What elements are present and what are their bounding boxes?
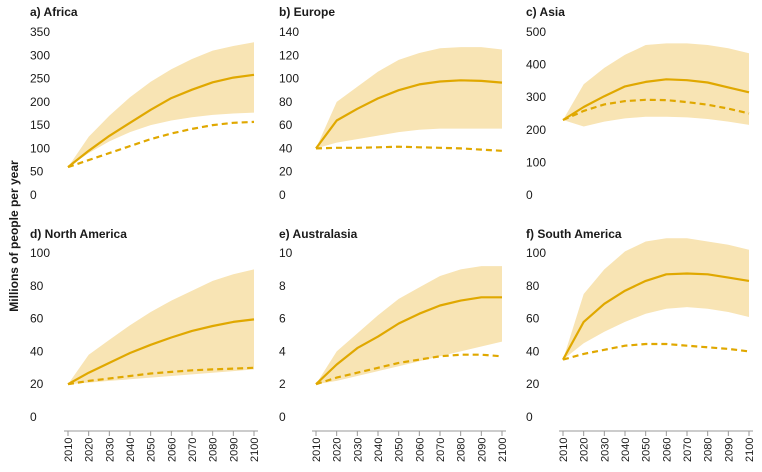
x-tick-label: 2050 bbox=[146, 438, 158, 462]
y-tick-label: 40 bbox=[279, 141, 293, 155]
y-tick-label: 0 bbox=[279, 188, 286, 202]
y-tick-label: 50 bbox=[30, 165, 44, 179]
y-tick-label: 150 bbox=[30, 118, 50, 132]
y-tick-label: 200 bbox=[30, 95, 50, 109]
x-tick-label: 2100 bbox=[744, 438, 756, 462]
series-line-dashed bbox=[67, 120, 255, 169]
x-tick-label: 2060 bbox=[414, 438, 426, 462]
y-tick-label: 6 bbox=[279, 312, 286, 326]
y-tick-label: 40 bbox=[30, 344, 44, 358]
x-tick-label: 2010 bbox=[558, 438, 570, 462]
x-tick-label: 2030 bbox=[352, 438, 364, 462]
y-tick-label: 350 bbox=[30, 25, 50, 39]
series-line-dashed bbox=[562, 98, 750, 122]
y-tick-label: 60 bbox=[279, 118, 293, 132]
y-tick-label: 100 bbox=[30, 141, 50, 155]
y-tick-label: 300 bbox=[30, 48, 50, 62]
uncertainty-band bbox=[563, 43, 749, 127]
y-tick-label: 0 bbox=[30, 188, 37, 202]
x-tick-label: 2030 bbox=[599, 438, 611, 462]
series-line-solid bbox=[315, 296, 502, 385]
y-tick-label: 10 bbox=[279, 246, 293, 260]
y-tick-label: 8 bbox=[279, 279, 286, 293]
x-tick-label: 2090 bbox=[476, 438, 488, 462]
x-tick-label: 2020 bbox=[332, 438, 344, 462]
x-tick-label: 2030 bbox=[104, 438, 116, 462]
y-tick-label: 100 bbox=[526, 155, 546, 169]
uncertainty-band bbox=[316, 266, 502, 385]
y-tick-label: 100 bbox=[279, 72, 299, 86]
y-tick-label: 0 bbox=[526, 188, 533, 202]
y-tick-label: 0 bbox=[526, 410, 533, 424]
x-tick-label: 2040 bbox=[125, 438, 137, 462]
x-tick-label: 2080 bbox=[456, 438, 468, 462]
y-tick-label: 2 bbox=[279, 377, 286, 391]
x-tick-label: 2080 bbox=[703, 438, 715, 462]
y-tick-label: 60 bbox=[526, 312, 540, 326]
panel-title: f) South America bbox=[526, 227, 622, 241]
x-tick-label: 2080 bbox=[208, 438, 220, 462]
panel-title: e) Australasia bbox=[279, 227, 358, 241]
y-tick-label: 0 bbox=[279, 410, 286, 424]
y-tick-label: 40 bbox=[526, 344, 540, 358]
series-line-solid bbox=[562, 272, 750, 361]
y-tick-label: 0 bbox=[30, 410, 37, 424]
panel-title: b) Europe bbox=[279, 5, 335, 19]
series-line-dashed bbox=[315, 145, 503, 152]
x-tick-label: 2070 bbox=[682, 438, 694, 462]
x-tick-label: 2010 bbox=[311, 438, 323, 462]
x-tick-label: 2070 bbox=[187, 438, 199, 462]
series-line-dashed bbox=[315, 353, 503, 386]
series-line-solid bbox=[67, 318, 255, 386]
y-tick-label: 100 bbox=[30, 246, 50, 260]
series-line-dashed bbox=[67, 366, 255, 386]
x-tick-label: 2060 bbox=[166, 438, 178, 462]
uncertainty-band bbox=[68, 269, 254, 385]
y-tick-label: 100 bbox=[526, 246, 546, 260]
y-tick-label: 300 bbox=[526, 90, 546, 104]
y-tick-label: 60 bbox=[30, 312, 44, 326]
y-tick-label: 140 bbox=[279, 25, 299, 39]
panel-title: d) North America bbox=[30, 227, 127, 241]
y-tick-label: 250 bbox=[30, 72, 50, 86]
panel-title: c) Asia bbox=[526, 5, 565, 19]
series-line-solid bbox=[315, 79, 503, 150]
x-tick-label: 2090 bbox=[228, 438, 240, 462]
y-tick-label: 80 bbox=[279, 95, 293, 109]
x-tick-label: 2090 bbox=[723, 438, 735, 462]
x-tick-label: 2020 bbox=[579, 438, 591, 462]
x-tick-label: 2010 bbox=[63, 438, 75, 462]
y-tick-label: 500 bbox=[526, 25, 546, 39]
x-tick-label: 2050 bbox=[394, 438, 406, 462]
y-tick-label: 4 bbox=[279, 344, 286, 358]
x-tick-label: 2050 bbox=[641, 438, 653, 462]
y-tick-label: 200 bbox=[526, 123, 546, 137]
uncertainty-band bbox=[316, 47, 502, 149]
series-line-dashed bbox=[562, 342, 750, 361]
series-line-solid bbox=[562, 78, 750, 121]
x-tick-label: 2070 bbox=[435, 438, 447, 462]
x-tick-label: 2100 bbox=[497, 438, 509, 462]
y-tick-label: 80 bbox=[30, 279, 44, 293]
x-tick-label: 2100 bbox=[249, 438, 261, 462]
y-tick-label: 120 bbox=[279, 48, 299, 62]
panel-title: a) Africa bbox=[30, 5, 78, 19]
uncertainty-band bbox=[563, 238, 749, 360]
x-tick-label: 2060 bbox=[661, 438, 673, 462]
y-tick-label: 20 bbox=[30, 377, 44, 391]
x-tick-label: 2040 bbox=[620, 438, 632, 462]
y-tick-label: 80 bbox=[526, 279, 540, 293]
x-tick-label: 2020 bbox=[84, 438, 96, 462]
x-tick-label: 2040 bbox=[373, 438, 385, 462]
series-line-solid bbox=[67, 73, 255, 168]
y-tick-label: 20 bbox=[279, 165, 293, 179]
y-tick-label: 400 bbox=[526, 58, 546, 72]
y-tick-label: 20 bbox=[526, 377, 540, 391]
